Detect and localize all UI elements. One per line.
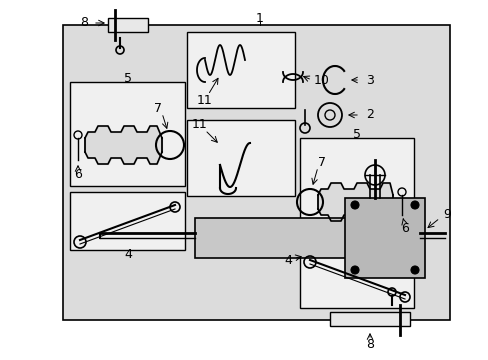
Bar [329,312,409,326]
Bar [70,82,184,186]
Text: 8: 8 [80,17,88,30]
Text: 5: 5 [352,127,360,140]
Text: 1: 1 [256,12,264,24]
Text: 7: 7 [317,156,325,168]
Bar [186,32,294,108]
Bar [345,198,424,278]
Bar [195,218,419,258]
Circle shape [350,201,358,209]
Text: 5: 5 [124,72,132,85]
Text: 3: 3 [366,73,373,86]
Circle shape [410,201,418,209]
Text: 6: 6 [400,221,408,234]
Text: 4: 4 [124,248,132,261]
Bar [186,120,294,196]
Text: 6: 6 [74,168,82,181]
Bar [299,138,413,242]
Text: 8: 8 [365,338,373,351]
Text: 11: 11 [192,118,207,131]
Text: 7: 7 [154,102,162,114]
Text: 2: 2 [366,108,373,122]
Circle shape [350,266,358,274]
Bar [108,18,148,32]
Text: 10: 10 [313,73,329,86]
Text: 4: 4 [284,253,291,266]
Bar [70,192,184,250]
Text: 11: 11 [197,94,212,107]
Bar [299,248,413,308]
Text: 9: 9 [442,208,450,221]
Circle shape [410,266,418,274]
Bar [63,25,449,320]
